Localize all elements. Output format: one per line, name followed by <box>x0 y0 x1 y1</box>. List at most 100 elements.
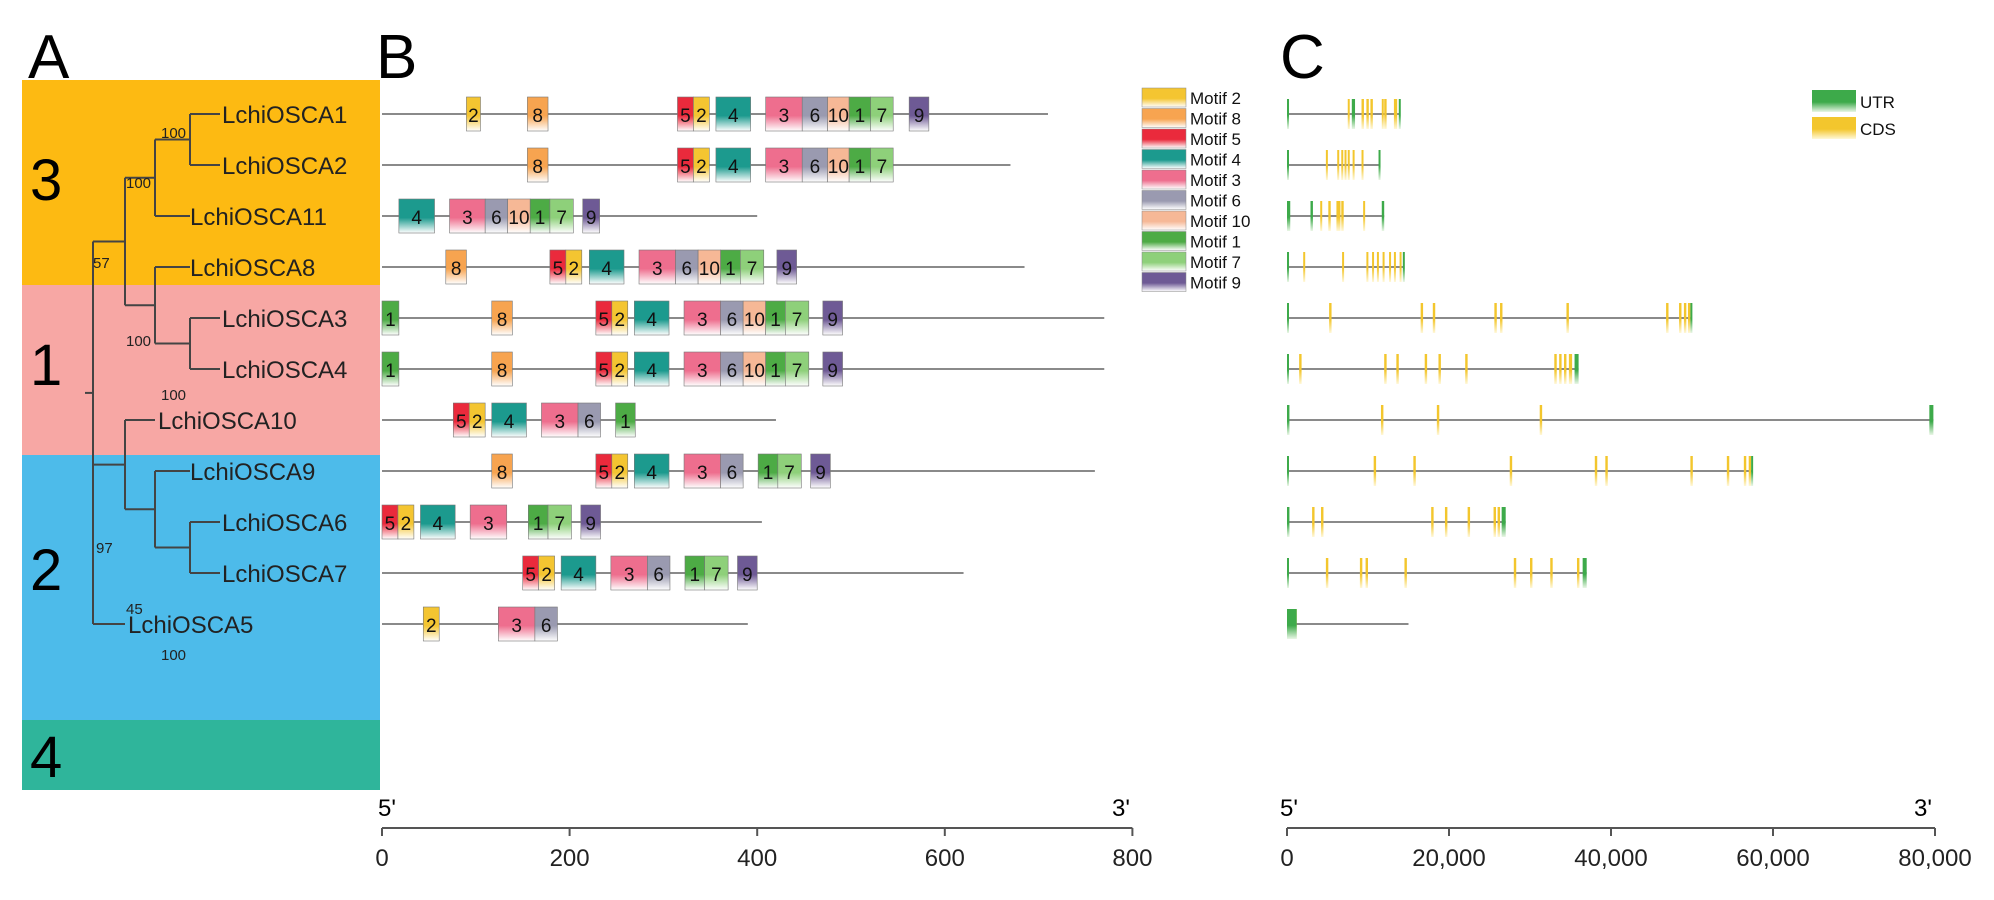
structure-legend: UTR CDS <box>1812 90 1896 139</box>
cds-segment <box>1373 456 1377 486</box>
cds-segment <box>1341 150 1344 180</box>
utr-segment <box>1378 150 1381 180</box>
motif-box-9 <box>737 555 758 591</box>
cds-segment <box>1337 150 1340 180</box>
cds-segment <box>1382 252 1385 282</box>
motif-number-1: 1 <box>385 310 396 331</box>
utr-segment <box>1287 150 1289 180</box>
cds-segment <box>1554 354 1557 384</box>
cds-segment <box>1690 456 1693 486</box>
motif-box-3 <box>610 555 648 591</box>
cds-segment <box>1432 303 1436 333</box>
motif-number-5: 5 <box>385 514 396 535</box>
axis_b-tick-label: 800 <box>1112 845 1152 872</box>
utr-segment <box>1287 456 1289 486</box>
motif-number-4: 4 <box>646 463 657 484</box>
motif-number-4: 4 <box>573 565 584 586</box>
motif-number-1: 1 <box>855 106 866 127</box>
motif-number-4: 4 <box>728 106 739 127</box>
cds-segment <box>1393 99 1398 129</box>
cds-segment <box>1743 456 1747 486</box>
bootstrap-2: 57 <box>93 255 110 272</box>
motif-number-9: 9 <box>827 361 838 382</box>
utr-segment <box>1690 303 1693 333</box>
motif-box-7 <box>870 147 894 183</box>
motif-number-1: 1 <box>620 412 631 433</box>
motif-box-4 <box>634 453 670 489</box>
legend-swatch-motif-6 <box>1141 190 1187 210</box>
motif-box-4 <box>634 351 670 387</box>
motif-box-2 <box>611 351 629 387</box>
utr-segment <box>1287 354 1289 384</box>
motif-box-2 <box>693 147 710 183</box>
motif-number-6: 6 <box>727 463 738 484</box>
motif-box-8 <box>527 147 549 183</box>
cds-segment <box>1420 303 1424 333</box>
motif-box-7 <box>547 504 572 540</box>
motif-box-8 <box>527 96 549 132</box>
motif-number-6: 6 <box>810 157 821 178</box>
motif-box-4 <box>420 504 456 540</box>
axis-c-three-prime: 3' <box>1914 795 1932 822</box>
cds-segment <box>1594 456 1598 486</box>
cds-segment <box>1336 201 1341 231</box>
legend-swatch-motif-4 <box>1141 149 1187 169</box>
motif-box-3 <box>683 300 721 336</box>
motif-number-8: 8 <box>532 106 543 127</box>
motif-number-6: 6 <box>727 361 738 382</box>
motif-number-9: 9 <box>827 310 838 331</box>
axis-b-five-prime: 5' <box>378 795 396 822</box>
cds-segment <box>1376 252 1379 282</box>
motif-number-6: 6 <box>653 565 664 586</box>
motif-box-8 <box>491 351 513 387</box>
motif-box-6 <box>720 453 744 489</box>
motif-number-3: 3 <box>697 310 708 331</box>
legend-swatch-motif-10 <box>1141 210 1187 231</box>
motif-number-3: 3 <box>511 616 522 637</box>
motif-box-8 <box>445 249 467 285</box>
motif-box-7 <box>777 453 802 489</box>
cds-segment <box>1679 303 1682 333</box>
utr-segment <box>1582 558 1587 588</box>
motif-box-2 <box>565 249 583 285</box>
motif-number-2: 2 <box>614 463 625 484</box>
motif-number-2: 2 <box>569 259 580 280</box>
bootstrap-6: 45 <box>126 601 143 618</box>
motif-box-3 <box>449 198 486 234</box>
cds-segment <box>1568 354 1573 384</box>
motif-number-5: 5 <box>599 463 610 484</box>
motif-number-4: 4 <box>433 514 444 535</box>
motif-box-2 <box>422 606 440 642</box>
motif-number-5: 5 <box>599 310 610 331</box>
legend-label-motif-8: Motif 8 <box>1190 110 1241 129</box>
motif-number-4: 4 <box>504 412 515 433</box>
cds-segment <box>1372 252 1375 282</box>
motif-number-2: 2 <box>468 106 479 127</box>
motif-number-3: 3 <box>779 157 790 178</box>
cds-segment <box>1303 252 1306 282</box>
legend-label-motif-5: Motif 5 <box>1190 130 1241 149</box>
bootstrap-7: 100 <box>161 647 186 664</box>
motif-number-2: 2 <box>541 565 552 586</box>
motif-number-8: 8 <box>451 259 462 280</box>
legend-label-cds: CDS <box>1860 120 1896 139</box>
cds-segment <box>1564 354 1567 384</box>
cds-segment <box>1748 456 1752 486</box>
motif-number-7: 7 <box>556 208 567 229</box>
motif-number-7: 7 <box>747 259 758 280</box>
cds-segment <box>1359 558 1363 588</box>
cds-segment <box>1325 558 1329 588</box>
motif-number-2: 2 <box>696 157 707 178</box>
utr-segment <box>1287 405 1290 435</box>
motif-number-2: 2 <box>472 412 483 433</box>
axis-c-five-prime: 5' <box>1280 795 1298 822</box>
motif-box-2 <box>611 453 629 489</box>
cds-segment <box>1347 99 1350 129</box>
motif-number-2: 2 <box>614 310 625 331</box>
axis-b: 5' 3' 0 200 400 600 800 <box>375 795 1152 872</box>
motif-number-3: 3 <box>697 463 708 484</box>
cds-segment <box>1352 150 1355 180</box>
legend-label-motif-7: Motif 7 <box>1190 253 1241 272</box>
group-bands: 3 1 2 4 <box>22 80 380 790</box>
